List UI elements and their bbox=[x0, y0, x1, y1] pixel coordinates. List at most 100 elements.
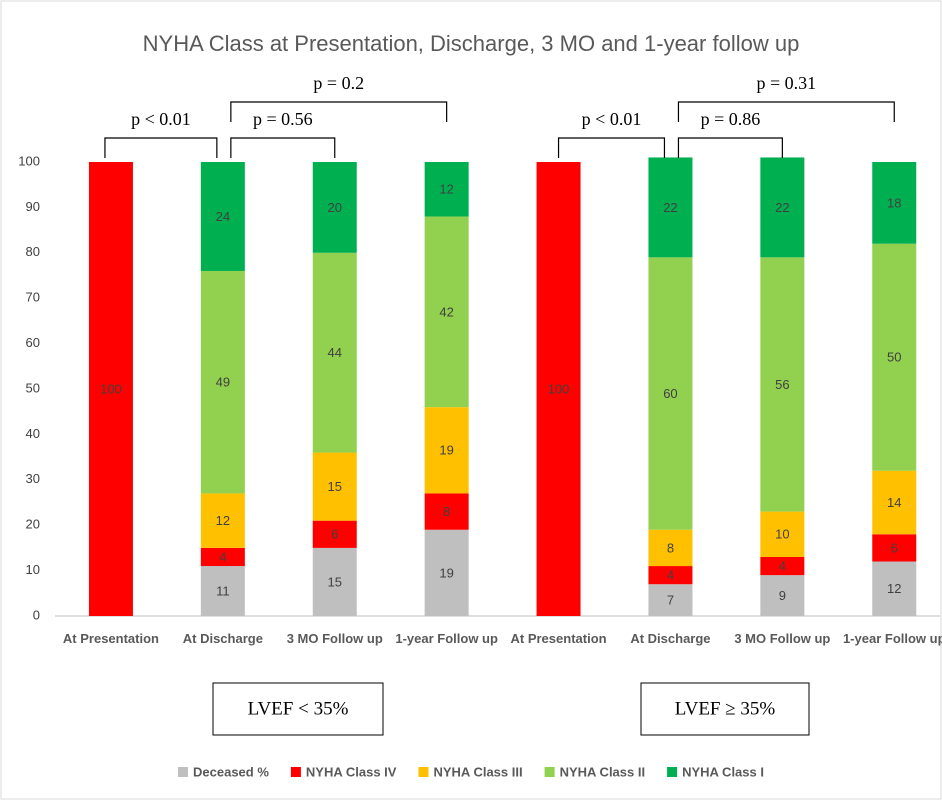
legend: Deceased % NYHA Class IV NYHA Class III NYH… bbox=[178, 764, 764, 779]
y-tick-label: 90 bbox=[26, 199, 40, 214]
annotation: p < 0.01 bbox=[131, 109, 191, 129]
data-label: 14 bbox=[887, 495, 901, 510]
legend-swatch bbox=[178, 767, 189, 777]
group-label: LVEF ≥ 35% bbox=[675, 698, 776, 719]
legend-label: Deceased % bbox=[193, 764, 269, 779]
x-tick-label: 3 MO Follow up bbox=[734, 631, 830, 646]
annotation: p = 0.2 bbox=[313, 73, 364, 93]
x-tick-label: At Discharge bbox=[183, 631, 263, 646]
bar-segment bbox=[200, 270, 245, 494]
group-label: LVEF < 35% bbox=[248, 698, 349, 719]
data-label: 12 bbox=[216, 513, 230, 528]
legend-label: NYHA Class II bbox=[560, 764, 646, 779]
bar-segment bbox=[760, 157, 805, 258]
annotation: p < 0.01 bbox=[582, 109, 642, 129]
bar-segment bbox=[424, 162, 469, 217]
data-label: 7 bbox=[667, 593, 674, 608]
legend-swatch bbox=[418, 767, 429, 777]
y-tick-label: 10 bbox=[26, 562, 40, 577]
bar-segment bbox=[872, 470, 917, 535]
data-label: 100 bbox=[100, 381, 122, 396]
data-label: 42 bbox=[439, 304, 453, 319]
bar-segment bbox=[536, 162, 581, 616]
data-label: 6 bbox=[891, 540, 898, 555]
bar-segment bbox=[648, 257, 693, 530]
bar-segment bbox=[648, 566, 693, 585]
legend-swatch bbox=[544, 767, 555, 777]
bracket bbox=[104, 137, 218, 158]
data-label: 100 bbox=[548, 381, 570, 396]
x-tick-label: At Presentation bbox=[511, 631, 607, 646]
data-label: 60 bbox=[663, 386, 677, 401]
data-label: 8 bbox=[667, 540, 674, 555]
legend-label: NYHA Class III bbox=[433, 764, 522, 779]
y-tick-label: 40 bbox=[26, 426, 40, 441]
data-label: 18 bbox=[887, 195, 901, 210]
legend-label: NYHA Class I bbox=[682, 764, 764, 779]
bar-segment bbox=[872, 162, 917, 244]
bar-segment bbox=[200, 566, 245, 616]
bracket bbox=[677, 101, 895, 122]
data-label: 12 bbox=[887, 581, 901, 596]
data-label: 19 bbox=[439, 565, 453, 580]
data-label: 12 bbox=[439, 182, 453, 197]
bar-segment bbox=[872, 561, 917, 616]
chart-title: NYHA Class at Presentation, Discharge, 3… bbox=[143, 31, 800, 56]
bar-segment bbox=[424, 407, 469, 494]
bar-segment bbox=[424, 529, 469, 616]
bar-segment bbox=[760, 575, 805, 616]
y-tick-label: 100 bbox=[18, 153, 40, 168]
bar-segment bbox=[648, 584, 693, 616]
annotation: p = 0.31 bbox=[757, 73, 817, 93]
data-label: 50 bbox=[887, 350, 901, 365]
bar-segment bbox=[312, 520, 357, 548]
bar-segment bbox=[872, 243, 917, 471]
bar-segment bbox=[424, 216, 469, 408]
bar-segment bbox=[424, 493, 469, 530]
bracket bbox=[677, 137, 783, 158]
bar-segment bbox=[88, 162, 133, 616]
data-label: 44 bbox=[328, 345, 342, 360]
data-label: 9 bbox=[779, 588, 786, 603]
y-tick-label: 70 bbox=[26, 290, 40, 305]
data-label: 8 bbox=[443, 504, 450, 519]
bracket bbox=[557, 137, 666, 158]
legend-label: NYHA Class IV bbox=[306, 764, 397, 779]
bar-segment bbox=[312, 162, 357, 253]
data-label: 11 bbox=[216, 583, 230, 598]
bar-segment bbox=[200, 162, 245, 271]
annotation: p = 0.56 bbox=[253, 109, 313, 129]
bar-segment bbox=[312, 547, 357, 616]
y-tick-label: 20 bbox=[26, 517, 40, 532]
data-label: 56 bbox=[775, 377, 789, 392]
data-label: 24 bbox=[216, 209, 230, 224]
bar-segment bbox=[648, 157, 693, 258]
y-tick-label: 80 bbox=[26, 244, 40, 259]
data-label: 6 bbox=[331, 527, 338, 542]
data-label: 4 bbox=[667, 568, 674, 583]
data-label: 22 bbox=[775, 200, 789, 215]
y-tick-label: 60 bbox=[26, 335, 40, 350]
bar-segment bbox=[312, 452, 357, 521]
y-tick-label: 0 bbox=[33, 607, 40, 622]
bar-segment bbox=[872, 534, 917, 562]
data-label: 4 bbox=[219, 549, 226, 564]
data-label: 10 bbox=[775, 527, 789, 542]
data-label: 20 bbox=[328, 200, 342, 215]
y-tick-label: 30 bbox=[26, 471, 40, 486]
data-label: 22 bbox=[663, 200, 677, 215]
data-label: 15 bbox=[328, 479, 342, 494]
bracket bbox=[230, 101, 448, 122]
bar-segment bbox=[200, 493, 245, 548]
group-box bbox=[640, 682, 810, 736]
data-label: 19 bbox=[439, 443, 453, 458]
y-tick-label: 50 bbox=[26, 380, 40, 395]
data-label: 49 bbox=[216, 375, 230, 390]
bar-segment bbox=[648, 529, 693, 567]
x-tick-label: 3 MO Follow up bbox=[287, 631, 383, 646]
data-label: 15 bbox=[328, 574, 342, 589]
group-box bbox=[212, 682, 384, 736]
legend-swatch bbox=[290, 767, 301, 777]
bar-segment bbox=[760, 556, 805, 576]
